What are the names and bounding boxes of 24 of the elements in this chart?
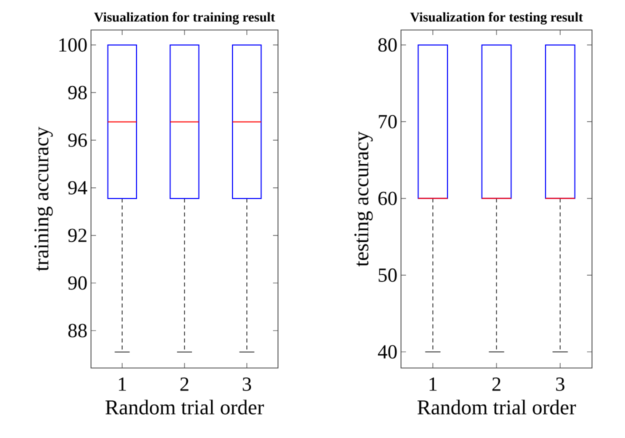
y-tick-label: 94	[68, 181, 88, 194]
y-axis-title: testing accuracy	[354, 131, 373, 266]
y-tick-label: 96	[68, 134, 87, 147]
x-tick-label: 2	[180, 378, 188, 391]
y-tick-label: 60	[378, 192, 397, 206]
y-tick-label: 40	[378, 345, 397, 359]
chart-title: Visualization for testing result	[410, 12, 583, 24]
x-tick-label: 1	[430, 378, 437, 391]
y-tick-label: 100	[59, 38, 87, 52]
y-tick-label: 92	[68, 228, 86, 242]
y-tick-label: 88	[68, 324, 87, 338]
y-tick-label: 70	[378, 114, 397, 128]
x-tick-label: 2	[492, 378, 500, 391]
x-tick-label: 3	[242, 378, 252, 391]
chart-title: Visualization for training result	[94, 12, 276, 24]
y-axis-title: training accuracy	[34, 126, 53, 272]
x-tick-label: 3	[556, 378, 564, 391]
y-tick-label: 98	[68, 86, 87, 100]
y-tick-label: 90	[68, 276, 87, 290]
x-axis-title: Random trial order	[418, 400, 576, 414]
y-tick-label: 80	[378, 38, 397, 52]
y-tick-label: 50	[378, 268, 397, 282]
x-tick-label: 1	[118, 378, 126, 391]
x-axis-title: Random trial order	[106, 400, 264, 414]
